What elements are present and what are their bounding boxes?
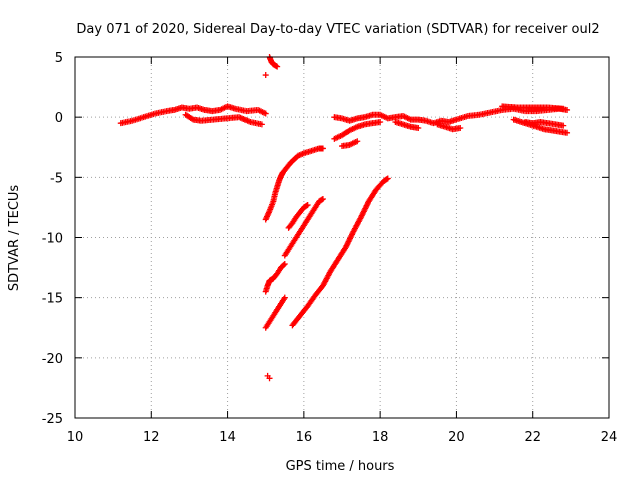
x-tick-label: 14 (219, 430, 236, 445)
data-point (281, 260, 288, 267)
data-point (266, 375, 273, 382)
data-point (560, 122, 567, 129)
y-tick-label: -20 (42, 352, 63, 367)
x-tick-label: 16 (296, 430, 313, 445)
y-tick-label: -5 (50, 171, 63, 186)
y-tick-label: 0 (55, 111, 63, 126)
y-tick-label: -10 (42, 232, 63, 247)
data-point (564, 106, 571, 113)
data-point (415, 124, 422, 131)
data-point (274, 63, 281, 70)
data-point (262, 72, 269, 79)
data-point (280, 261, 287, 268)
chart-title: Day 071 of 2020, Sidereal Day-to-day VTE… (76, 22, 599, 37)
data-point (304, 202, 311, 209)
data-point (188, 115, 195, 122)
data-point (354, 138, 361, 145)
x-tick-label: 24 (601, 430, 618, 445)
x-tick-label: 22 (524, 430, 541, 445)
plot-frame (74, 56, 610, 419)
data-point (319, 195, 326, 202)
y-tick-label: -25 (42, 412, 63, 427)
x-tick-labels: 10 12 14 16 18 20 22 24 (67, 430, 618, 445)
x-tick-label: 12 (143, 430, 160, 445)
data-point (384, 175, 391, 182)
y-tick-label: 5 (55, 51, 63, 66)
data-point (457, 124, 464, 131)
data-point (377, 118, 384, 125)
data-point (319, 145, 326, 152)
x-tick-label: 20 (448, 430, 465, 445)
y-axis-label: SDTVAR / TECUs (7, 185, 22, 292)
y-tick-label: -15 (42, 292, 63, 307)
x-axis-label: GPS time / hours (286, 459, 395, 474)
data-point (258, 121, 265, 128)
x-tick-label: 10 (67, 430, 84, 445)
data-point (262, 110, 269, 117)
x-tick-label: 18 (372, 430, 389, 445)
data-point (564, 129, 571, 136)
y-tick-labels: 5 0 -5 -10 -15 -20 -25 (42, 51, 63, 427)
data-point (281, 294, 288, 301)
data-point (560, 105, 567, 112)
data-points (117, 54, 571, 382)
